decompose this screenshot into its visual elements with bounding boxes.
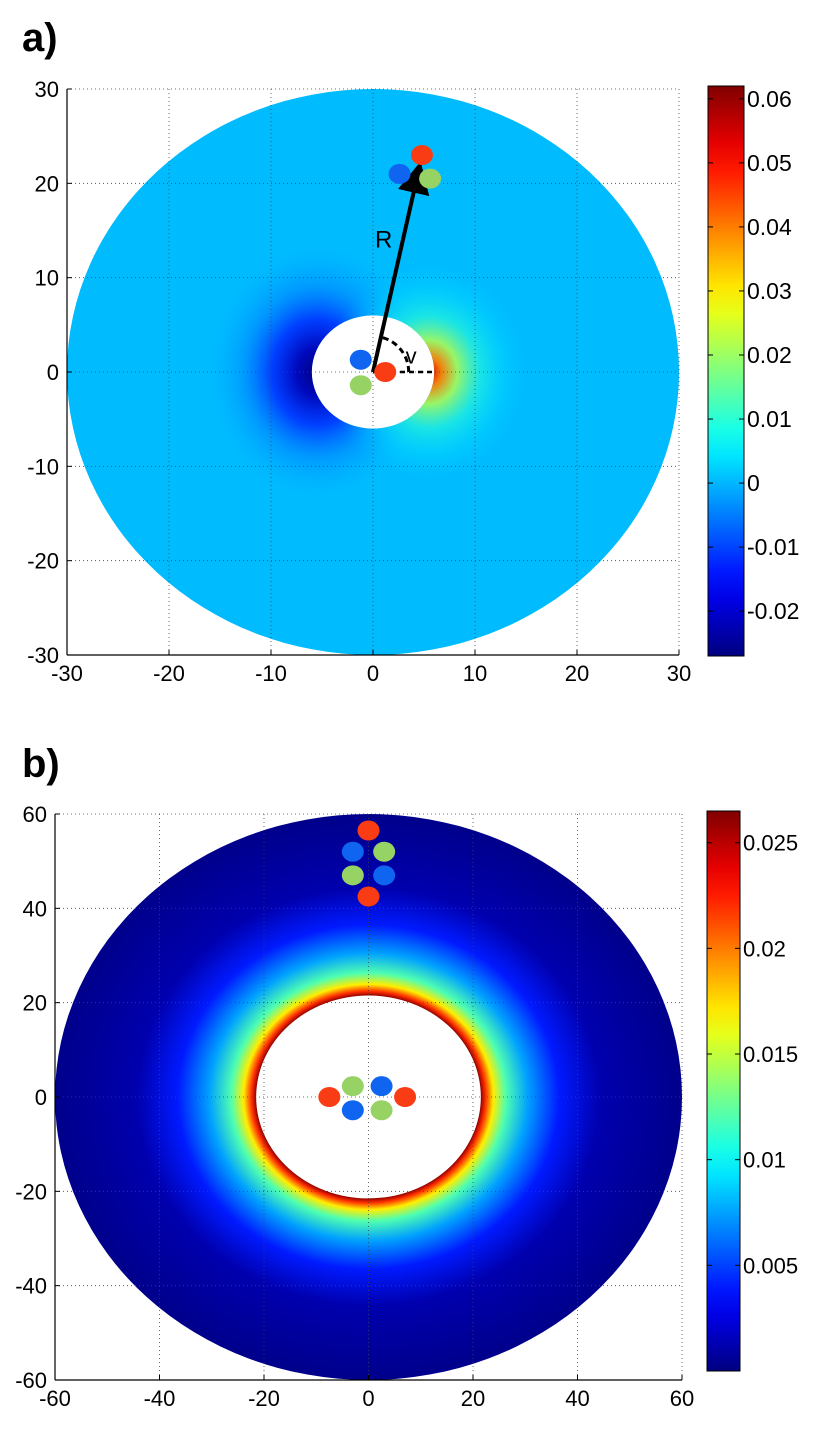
x-tick-label: 0	[362, 1386, 374, 1411]
x-tick-label: -10	[255, 661, 287, 686]
chart-b: -60 -40 -20 0 20 40 60 60 40 20 0 -20 -40 -60 0.025 0.0…	[15, 802, 798, 1411]
x-tick-label: -20	[248, 1386, 280, 1411]
y-tick-label: -30	[27, 643, 59, 668]
y-tick-label: 20	[23, 991, 47, 1016]
colorbar	[706, 810, 741, 1372]
colorbar-tick-label: -0.01	[747, 534, 799, 560]
colorbar-tick-label: 0.02	[743, 936, 786, 961]
molecule-dot	[341, 1100, 364, 1121]
chart-a: -30 -20 -10 0 10 20 30 30 20 10 0 -10 -20 -30 Rv 0.06 0.…	[27, 77, 799, 686]
colorbar-tick-label: 0.06	[747, 86, 792, 112]
x-tick-label: 10	[463, 661, 487, 686]
x-tick-label: 20	[461, 1386, 485, 1411]
radius-arrow-label: R	[375, 226, 392, 253]
colorbar-tick-label: 0.025	[743, 831, 798, 856]
molecule-dot	[370, 1076, 393, 1097]
molecule-dot	[419, 168, 442, 189]
x-tick-label: 30	[667, 661, 691, 686]
x-tick-label: -40	[144, 1386, 176, 1411]
x-tick-label: 40	[565, 1386, 589, 1411]
x-tick-label: -60	[39, 1386, 71, 1411]
colorbar-tick-label: 0.015	[743, 1042, 798, 1067]
panel-b-label: b)	[22, 742, 60, 786]
y-tick-label: -10	[27, 454, 59, 479]
colorbar-tick-label: 0.04	[747, 214, 792, 240]
x-tick-label: -20	[153, 661, 185, 686]
y-tick-label: -40	[15, 1274, 47, 1299]
molecule-dot	[349, 349, 372, 370]
y-tick-label: -20	[15, 1179, 47, 1204]
y-tick-label: 60	[23, 802, 47, 827]
y-tick-label: 0	[47, 360, 59, 385]
colorbar-tick-label: 0.01	[743, 1148, 786, 1173]
x-tick-label: 0	[367, 661, 379, 686]
radius-arrow	[371, 161, 430, 373]
molecule-dot	[374, 362, 397, 382]
x-tick-label: 60	[670, 1386, 694, 1411]
molecule-dot	[357, 886, 380, 907]
y-tick-label: -20	[27, 549, 59, 574]
y-tick-label: 0	[35, 1085, 47, 1110]
y-tick-label: 30	[35, 77, 59, 102]
angle-arc	[379, 335, 411, 373]
panel-b: b) -60 -40 -20 0 20 40 60 60 40 20 0 -20 -40 -60 0.025…	[0, 712, 831, 1447]
molecule-dot	[394, 1087, 417, 1107]
x-tick-label: 20	[565, 661, 589, 686]
colorbar-tick-label: 0.01	[747, 406, 792, 432]
grid-b	[55, 814, 682, 1380]
y-tick-label: 10	[35, 266, 59, 291]
molecule-dot	[370, 1100, 393, 1121]
molecule-dot	[373, 865, 396, 886]
colorbar-tick-label: -0.02	[747, 598, 799, 624]
molecule-dot	[341, 865, 364, 886]
molecule-dot	[357, 820, 380, 841]
molecule-dot	[341, 841, 364, 862]
molecule-dot	[318, 1087, 341, 1107]
y-tick-label: 40	[23, 896, 47, 921]
y-tick-label: 20	[35, 171, 59, 196]
molecule-dot	[388, 163, 411, 184]
colorbar-tick-label: 0.03	[747, 278, 792, 304]
molecule-dot	[349, 375, 372, 396]
angle-label: v	[406, 344, 417, 369]
colorbar-tick-label: 0	[747, 470, 760, 496]
molecule-dot	[410, 145, 433, 166]
colorbar-tick-label: 0.05	[747, 150, 792, 176]
molecule-dot	[341, 1076, 364, 1097]
colorbar-tick-label: 0.005	[743, 1253, 798, 1278]
colorbar-tick-label: 0.02	[747, 342, 792, 368]
y-tick-label: -60	[15, 1368, 47, 1393]
panel-a-label: a)	[22, 16, 58, 60]
colorbar	[707, 85, 745, 657]
x-tick-label: -30	[51, 661, 83, 686]
molecule-dot	[373, 841, 396, 862]
